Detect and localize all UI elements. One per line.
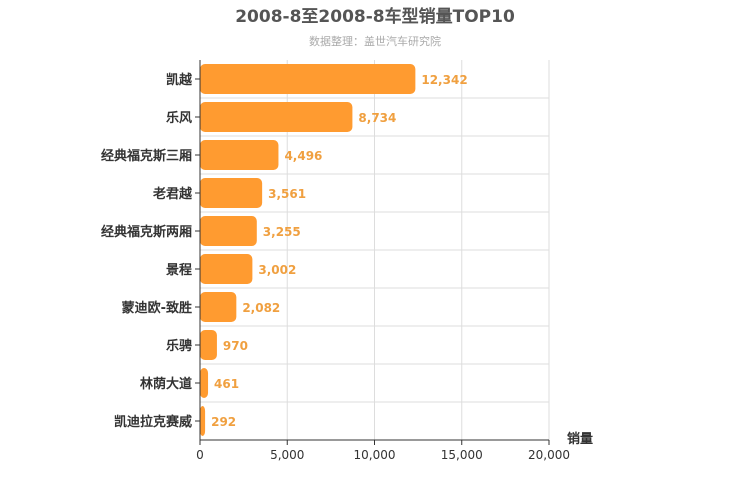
grid-lines — [200, 60, 550, 440]
bar — [200, 140, 279, 170]
category-label: 经典福克斯两厢 — [101, 224, 192, 240]
category-label: 经典福克斯三厢 — [101, 148, 192, 164]
category-label: 乐骋 — [166, 338, 192, 354]
value-label: 970 — [223, 339, 248, 353]
value-label: 12,342 — [421, 73, 467, 87]
bar-series — [200, 64, 416, 436]
labels: 0 5,000 10,000 15,000 20,000 凯越 12,342 乐风 8,734 经… — [101, 72, 570, 462]
category-label: 景程 — [166, 263, 192, 278]
bar — [200, 102, 353, 132]
x-tick-label: 20,000 — [528, 448, 570, 462]
bar — [200, 292, 237, 322]
category-label: 凯迪拉克赛威 — [114, 414, 192, 430]
axes — [195, 60, 550, 445]
bar — [200, 368, 209, 398]
bar — [200, 64, 416, 94]
chart-title: 2008-8至2008-8车型销量TOP10 — [235, 6, 515, 27]
category-label: 乐风 — [166, 110, 192, 126]
bar — [200, 216, 257, 246]
x-tick-label: 15,000 — [441, 448, 483, 462]
category-label: 凯越 — [166, 72, 193, 88]
category-label: 林荫大道 — [140, 376, 192, 392]
bar — [200, 178, 263, 208]
value-label: 8,734 — [358, 111, 396, 125]
value-label: 461 — [214, 377, 239, 391]
value-label: 292 — [211, 415, 236, 429]
x-tick-label: 10,000 — [354, 448, 396, 462]
value-label: 3,002 — [258, 263, 296, 277]
bar — [200, 254, 253, 284]
bar — [200, 330, 217, 360]
value-label: 2,082 — [242, 301, 280, 315]
x-tick-label: 0 — [196, 448, 204, 462]
value-label: 3,255 — [263, 225, 301, 239]
x-tick-label: 5,000 — [270, 448, 304, 462]
chart-subtitle: 数据整理：盖世汽车研究院 — [309, 34, 441, 48]
value-label: 3,561 — [268, 187, 306, 201]
bar — [200, 406, 206, 436]
category-label: 老君越 — [152, 186, 193, 202]
x-axis-title: 销量 — [567, 431, 593, 447]
value-label: 4,496 — [284, 149, 322, 163]
category-label: 蒙迪欧-致胜 — [122, 300, 192, 316]
